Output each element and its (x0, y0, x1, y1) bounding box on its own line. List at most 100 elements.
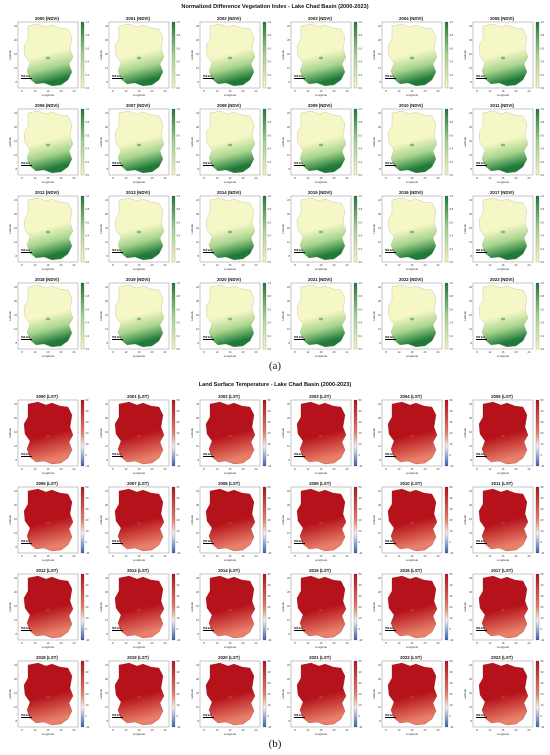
colorbar-tick-label: 0 (86, 540, 88, 544)
y-tick-label: 16 (287, 52, 290, 56)
y-tick-label: 20 (378, 677, 381, 681)
x-axis-label: Longitude (497, 558, 510, 562)
basin-shape (387, 197, 438, 261)
y-tick-label: 24 (287, 402, 290, 406)
lst-map-figure: 500 km 24 20 16 12 8 8 12 16 20 24 Longitude Latitud… (463, 572, 545, 649)
colorbar-tick-label: -10 (541, 464, 545, 468)
scale-bar (294, 543, 305, 544)
y-tick-label: 12 (287, 444, 290, 448)
ndvi-map-figure: 500 km 24 20 16 12 8 8 12 16 20 24 Longitude Latitud… (190, 194, 272, 271)
x-axis-label: Longitude (133, 354, 146, 358)
y-tick-label: 16 (14, 517, 17, 521)
colorbar (535, 282, 540, 350)
y-tick-label: 8 (289, 458, 291, 462)
lst-map-2021: 2021 (LST) 500 km 24 20 16 12 8 8 12 16 20 24 Longit… (281, 655, 367, 739)
y-tick-label: 16 (287, 430, 290, 434)
colorbar-tick-label: 0.4 (450, 147, 454, 151)
x-axis-label: Longitude (224, 180, 237, 184)
y-tick-label: 12 (14, 618, 17, 622)
x-tick-label: 24 (73, 89, 76, 93)
colorbar (80, 108, 85, 176)
colorbar (80, 21, 85, 89)
colorbar-tick-label: 0.0 (86, 347, 90, 351)
colorbar-tick-label: 40 (86, 496, 89, 500)
y-tick-label: 12 (14, 444, 17, 448)
x-tick-label: 16 (502, 263, 505, 267)
x-tick-label: 24 (346, 350, 349, 354)
x-tick-label: 8 (385, 263, 387, 267)
x-tick-label: 16 (411, 263, 414, 267)
x-tick-label: 20 (151, 641, 154, 645)
x-tick-label: 16 (320, 554, 323, 558)
colorbar-tick-label: 1.0 (86, 20, 90, 24)
colorbar-tick-label: 40 (359, 496, 362, 500)
x-axis-label: Longitude (133, 93, 146, 97)
x-tick-label: 16 (502, 89, 505, 93)
x-tick-label: 8 (112, 89, 114, 93)
colorbar-tick-label: 30 (450, 507, 453, 511)
x-tick-label: 20 (60, 467, 63, 471)
y-tick-label: 24 (378, 663, 381, 667)
y-axis-label: Latitude (190, 689, 194, 699)
x-axis-label: Longitude (497, 732, 510, 736)
y-tick-label: 24 (378, 198, 381, 202)
y-tick-label: 12 (378, 705, 381, 709)
basin-shape (114, 488, 165, 552)
x-tick-label: 20 (333, 89, 336, 93)
y-tick-label: 12 (14, 153, 17, 157)
x-axis-label: Longitude (224, 93, 237, 97)
y-tick-label: 12 (14, 531, 17, 535)
lst-figure-title: Land Surface Temperature - Lake Chad Bas… (198, 382, 352, 388)
x-tick-label: 8 (21, 728, 23, 732)
y-tick-label: 24 (14, 663, 17, 667)
x-tick-label: 24 (255, 554, 258, 558)
scale-bar-label: 500 km (385, 539, 394, 543)
colorbar-tick-label: 0.2 (450, 247, 454, 251)
ndvi-map-figure: 500 km 24 20 16 12 8 8 12 16 20 24 Longitude Latitud… (99, 107, 181, 184)
colorbar-tick-label: 20 (177, 518, 180, 522)
colorbar (80, 573, 85, 641)
colorbar-tick-label: 10 (541, 703, 544, 707)
colorbar-tick-label: 0.2 (359, 73, 363, 77)
x-tick-label: 16 (411, 641, 414, 645)
y-tick-label: 16 (378, 313, 381, 317)
y-tick-label: 16 (196, 517, 199, 521)
x-tick-label: 12 (34, 641, 37, 645)
y-tick-label: 16 (469, 52, 472, 56)
y-tick-label: 16 (378, 604, 381, 608)
y-tick-label: 12 (469, 444, 472, 448)
y-tick-label: 12 (196, 153, 199, 157)
scale-bar-label: 500 km (203, 452, 212, 456)
colorbar-tick-label: 0.2 (86, 334, 90, 338)
lst-map-figure: 500 km 24 20 16 12 8 8 12 16 20 24 Longitude Latitud… (190, 398, 272, 475)
x-tick-label: 8 (21, 89, 23, 93)
lst-map-figure: 500 km 24 20 16 12 8 8 12 16 20 24 Longitude Latitud… (99, 572, 181, 649)
colorbar-tick-label: 1.0 (86, 281, 90, 285)
ndvi-map-2009: 2009 (NDVI) 500 km 24 20 16 12 8 8 12 16 20 24 Longi… (281, 103, 367, 187)
colorbar-tick-label: 0.8 (359, 207, 363, 211)
x-tick-label: 12 (125, 263, 128, 267)
basin-shape (114, 23, 165, 87)
scale-bar (294, 252, 305, 253)
x-tick-label: 12 (307, 554, 310, 558)
scale-bar-label: 500 km (21, 452, 30, 456)
colorbar-tick-label: -10 (177, 464, 181, 468)
scale-bar-label: 500 km (203, 539, 212, 543)
colorbar-tick-label: 0.4 (450, 321, 454, 325)
x-tick-label: 12 (125, 641, 128, 645)
x-tick-label: 8 (385, 176, 387, 180)
basin-shape (387, 401, 438, 465)
y-axis-label: Latitude (8, 50, 12, 60)
colorbar-tick-label: 0.4 (177, 234, 181, 238)
colorbar (262, 195, 267, 263)
colorbar-tick-label: 30 (541, 681, 544, 685)
x-tick-label: 8 (294, 641, 296, 645)
colorbar-tick-label: 50 (86, 572, 89, 576)
y-tick-label: 8 (198, 545, 200, 549)
lst-map-2004: 2004 (LST) 500 km 24 20 16 12 8 8 12 16 20 24 Longit… (372, 394, 458, 478)
scale-bar-label: 500 km (112, 74, 121, 78)
ndvi-map-2005: 2005 (NDVI) 500 km 24 20 16 12 8 8 12 16 20 24 Longi… (463, 16, 549, 100)
lst-map-figure: 500 km 24 20 16 12 8 8 12 16 20 24 Longitude Latitud… (281, 485, 363, 562)
x-tick-label: 24 (73, 263, 76, 267)
scale-bar (21, 252, 32, 253)
